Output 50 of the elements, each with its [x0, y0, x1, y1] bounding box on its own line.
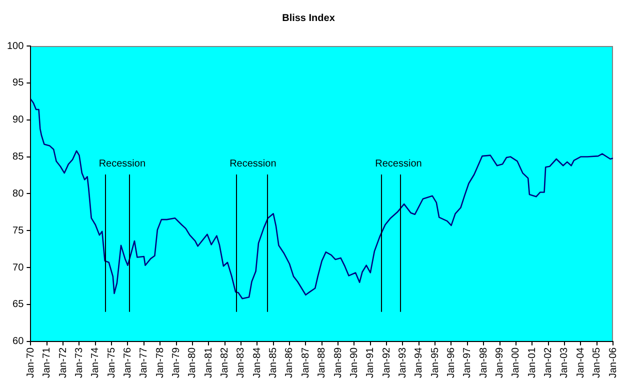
x-tick-label: Jan-96	[446, 346, 457, 378]
x-tick-label: Jan-01	[526, 346, 538, 378]
x-tick-label: Jan-91	[365, 346, 376, 378]
x-tick-label: Jan-93	[397, 346, 408, 378]
x-tick-label: Jan-82	[220, 346, 231, 378]
x-tick-label: Jan-72	[58, 346, 69, 378]
y-tick-label: 65	[12, 299, 24, 310]
x-tick-label: Jan-74	[90, 346, 102, 378]
x-tick-label: Jan-84	[252, 346, 263, 378]
y-tick-label: 100	[6, 40, 24, 52]
x-tick-label: Jan-02	[543, 346, 554, 378]
x-tick-label: Jan-87	[300, 346, 312, 378]
chart-title: Bliss Index	[282, 12, 336, 24]
ref-line-label: Recession	[375, 158, 422, 170]
x-tick-label: Jan-94	[414, 346, 425, 378]
x-tick-label: Jan-70	[25, 346, 36, 378]
x-tick-label: Jan-79	[171, 346, 182, 378]
y-tick-label: 85	[12, 152, 24, 163]
x-tick-label: Jan-98	[478, 346, 490, 378]
x-tick-label: Jan-88	[316, 346, 328, 378]
x-tick-label: Jan-71	[42, 346, 53, 378]
x-tick-label: Jan-92	[381, 346, 392, 378]
y-tick-label: 75	[12, 225, 24, 236]
x-tick-label: Jan-78	[154, 346, 166, 378]
x-tick-label: Jan-95	[430, 346, 441, 378]
x-tick-label: Jan-77	[138, 346, 150, 378]
x-tick-label: Jan-99	[494, 346, 506, 378]
x-tick-label: Jan-97	[462, 346, 474, 378]
x-tick-label: Jan-86	[284, 346, 296, 378]
x-tick-label: Jan-03	[559, 346, 570, 378]
x-tick-label: Jan-75	[106, 346, 118, 378]
x-tick-label: Jan-89	[332, 346, 344, 378]
x-tick-label: Jan-83	[236, 346, 247, 378]
x-tick-label: Jan-06	[608, 346, 619, 378]
x-tick-label: Jan-04	[575, 346, 586, 378]
y-tick-label: 90	[12, 114, 24, 126]
x-tick-label: Jan-90	[348, 346, 360, 378]
x-tick-label: Jan-85	[268, 346, 280, 378]
x-tick-label: Jan-00	[510, 346, 522, 378]
x-tick-label: Jan-76	[122, 346, 134, 378]
ref-line-label: Recession	[98, 158, 146, 170]
y-tick-label: 80	[12, 188, 24, 200]
y-tick-label: 70	[12, 262, 24, 274]
x-tick-label: Jan-73	[74, 346, 85, 378]
x-tick-label: Jan-05	[592, 346, 603, 378]
y-tick-label: 95	[12, 78, 24, 89]
x-tick-label: Jan-81	[203, 346, 214, 378]
ref-line-label: Recession	[230, 158, 276, 170]
x-tick-label: Jan-80	[187, 346, 198, 378]
y-tick-label: 60	[12, 336, 24, 348]
